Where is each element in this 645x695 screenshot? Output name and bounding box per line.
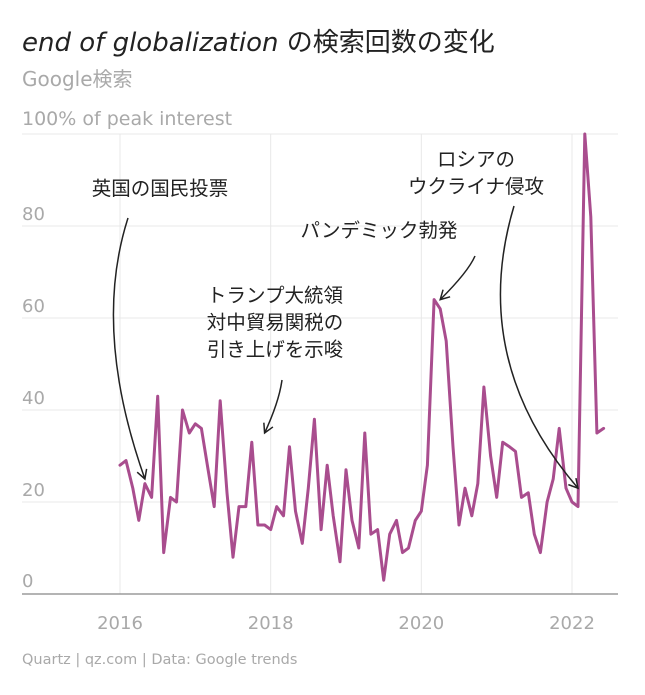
annotation-arrow <box>263 379 283 435</box>
annotation-text: 英国の国民投票 <box>92 177 229 200</box>
annotation-arrow <box>439 255 476 301</box>
chart-subtitle: Google検索 <box>22 67 133 91</box>
x-tick-label: 2020 <box>398 613 444 634</box>
annotation-text: トランプ大統領 <box>207 284 343 307</box>
annotation-text: 引き上げを示唆 <box>207 338 344 361</box>
chart-title-suffix: の検索回数の変化 <box>278 28 495 58</box>
x-tick-label: 2022 <box>549 613 595 634</box>
y-axis-label: 100% of peak interest <box>22 108 232 130</box>
x-axis: 2016 2018 2020 2022 <box>22 593 618 634</box>
source-credit: Quartz | qz.com | Data: Google trends <box>22 652 298 668</box>
annotations: 英国の国民投票トランプ大統領対中貿易関税の引き上げを示唆パンデミック勃発ロシアの… <box>92 148 580 490</box>
y-tick-label: 40 <box>22 388 45 409</box>
annotation-text: 対中貿易関税の <box>207 311 344 334</box>
series-layer <box>118 132 606 582</box>
y-tick-label: 0 <box>22 571 33 592</box>
annotation: パンデミック勃発 <box>301 219 476 301</box>
annotation-arrow <box>112 217 148 481</box>
annotation-text: ロシアの <box>437 148 515 171</box>
y-tick-label: 20 <box>22 480 45 501</box>
annotation: 英国の国民投票 <box>92 177 229 481</box>
annotation-text: ウクライナ侵攻 <box>408 175 544 198</box>
x-tick-label: 2018 <box>248 613 294 634</box>
chart-title-keyword: end of globalization <box>22 28 279 58</box>
chart-title: end of globalization の検索回数の変化 <box>22 22 495 59</box>
y-tick-label: 60 <box>22 296 45 317</box>
x-tick-label: 2016 <box>97 613 143 634</box>
series-line <box>118 132 606 582</box>
annotation-arrow <box>499 205 580 490</box>
annotation-text: パンデミック勃発 <box>301 219 458 242</box>
grid-lines <box>22 133 618 594</box>
y-tick-label: 80 <box>22 204 45 225</box>
y-axis: 0 20 40 60 80 <box>22 204 45 592</box>
